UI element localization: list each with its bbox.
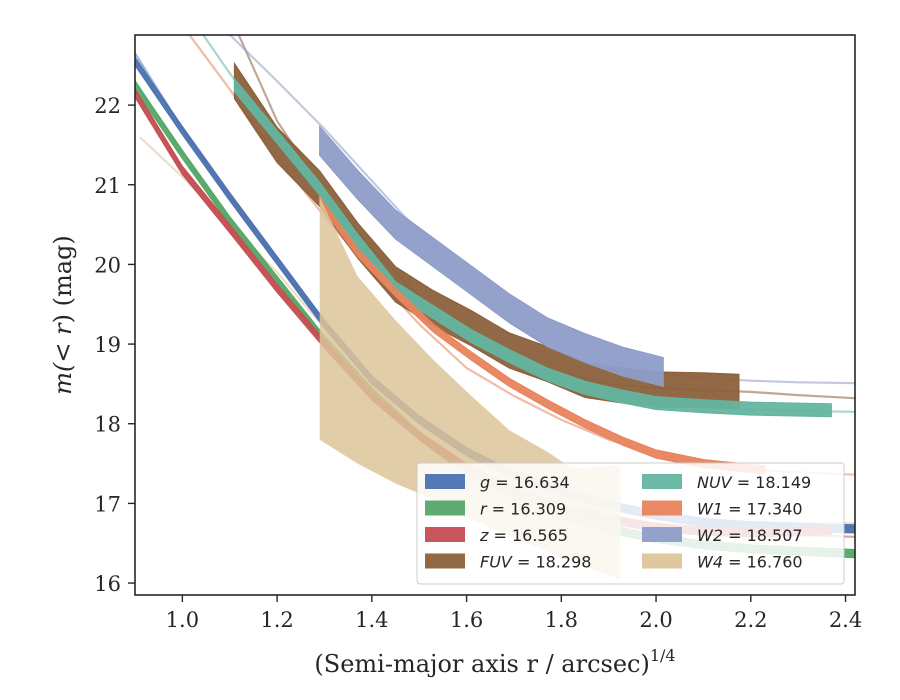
- y-axis-label-mid: < r: [49, 322, 77, 363]
- y-tick-label-20: 20: [94, 253, 121, 277]
- legend-swatch-W1: [642, 500, 682, 516]
- y-tick-label-21: 21: [94, 174, 121, 198]
- y-axis-label-post: ) (mag): [49, 235, 77, 323]
- x-tick-label-1.0: 1.0: [166, 608, 199, 632]
- legend-label-W4: W4 = 16.760: [697, 553, 803, 572]
- y-tick-label-22: 22: [94, 94, 121, 118]
- legend-frame: [416, 462, 845, 585]
- x-tick-label-1.8: 1.8: [545, 608, 578, 632]
- legend-swatch-W4: [642, 553, 682, 569]
- x-tick-label-1.2: 1.2: [260, 608, 293, 632]
- legend-swatch-z: [425, 527, 465, 542]
- legend-label-W2: W2 = 18.507: [697, 526, 803, 545]
- data-band-NUV: [233, 77, 832, 418]
- legend-swatch-FUV: [425, 553, 465, 569]
- y-axis-ticks: 16 17 18 19 20 21 22: [94, 94, 135, 596]
- legend-label-W1: W1 = 17.340: [697, 500, 803, 519]
- x-tick-label-1.6: 1.6: [450, 608, 483, 632]
- x-tick-label-1.4: 1.4: [355, 608, 388, 632]
- x-tick-label-2.2: 2.2: [734, 608, 767, 632]
- legend-label-z: z = 16.565: [479, 526, 568, 545]
- legend-swatch-g: [425, 474, 465, 489]
- y-axis-label-pre: m(: [49, 362, 77, 395]
- x-axis-label-text: (Semi-major axis r / arcsec): [314, 650, 649, 678]
- x-axis-ticks: 1.0 1.2 1.4 1.6 1.8 2.0 2.2 2.4: [166, 595, 862, 632]
- x-tick-label-2.4: 2.4: [829, 608, 862, 632]
- legend-label-g: g = 16.634: [480, 473, 570, 492]
- plot-frame: [134, 34, 856, 596]
- data-band-W2: [319, 124, 664, 388]
- y-tick-label-19: 19: [94, 333, 121, 357]
- legend-label-r: r = 16.309: [480, 500, 566, 519]
- legend-swatch-NUV: [642, 474, 682, 489]
- x-axis-label: (Semi-major axis r / arcsec)1/4: [314, 646, 675, 678]
- x-axis-label-superscript: 1/4: [650, 646, 676, 665]
- y-tick-label-16: 16: [94, 572, 121, 596]
- x-tick-label-2.0: 2.0: [639, 608, 672, 632]
- y-axis-label: m(< r) (mag): [49, 235, 77, 395]
- legend-swatch-r: [425, 500, 465, 516]
- y-tick-label-17: 17: [94, 492, 121, 516]
- legend-label-NUV: NUV = 18.149: [697, 473, 811, 492]
- legend-swatch-W2: [642, 527, 682, 542]
- legend-label-FUV: FUV = 18.298: [480, 553, 591, 572]
- legend: g = 16.634 r = 16.309 z = 16.565 FUV = 18.2…: [416, 462, 845, 585]
- y-tick-label-18: 18: [94, 413, 121, 437]
